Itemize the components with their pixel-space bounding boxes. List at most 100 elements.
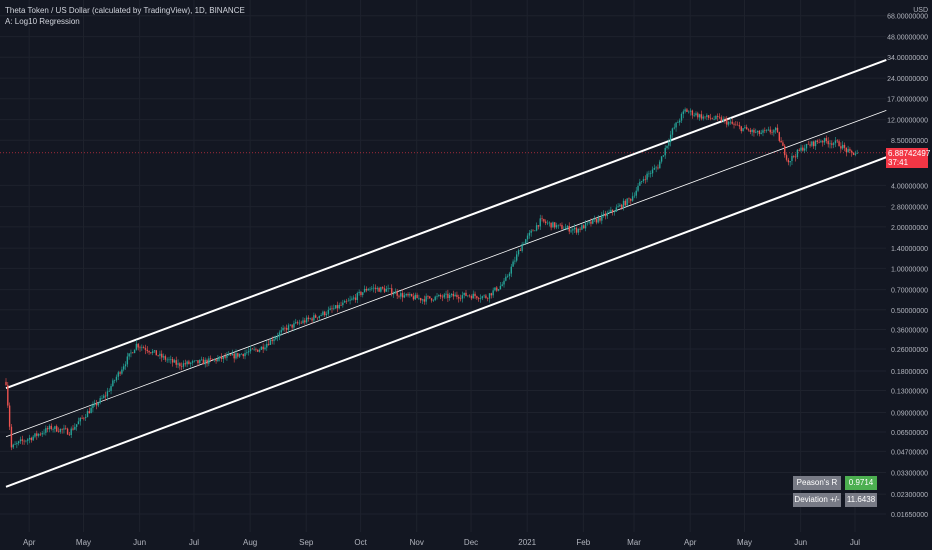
candle-body <box>626 198 628 206</box>
candle-body <box>291 324 293 328</box>
candle-body <box>747 129 750 131</box>
candle-body <box>570 230 572 232</box>
candle-body <box>778 132 780 141</box>
candle-body <box>311 318 313 321</box>
candle-body <box>548 222 550 224</box>
candle-body <box>204 359 206 365</box>
candle-body <box>124 364 127 367</box>
candle-body <box>159 353 161 356</box>
candle-body <box>209 358 212 360</box>
candle-body <box>563 229 565 230</box>
candle-body <box>554 222 556 228</box>
x-tick-label: May <box>76 538 91 547</box>
candle-body <box>400 293 402 297</box>
candle-body <box>338 304 340 309</box>
candle-body <box>23 440 25 442</box>
candle-body <box>713 118 715 120</box>
x-tick-label: Jun <box>133 538 146 547</box>
candle-body <box>751 129 753 132</box>
candle-body <box>510 266 512 274</box>
candle-body <box>166 359 168 361</box>
candle-body <box>487 298 489 299</box>
candle-body <box>316 317 319 319</box>
candle-body <box>575 227 578 233</box>
candle-body <box>579 228 581 230</box>
candle-body <box>146 349 148 352</box>
x-tick-label: 2021 <box>518 538 536 547</box>
candle-body <box>329 308 331 310</box>
candle-body <box>602 213 605 215</box>
candle-body <box>789 161 791 163</box>
candle-body <box>90 407 92 414</box>
candle-body <box>133 349 136 354</box>
candle-body <box>646 173 648 180</box>
candle-body <box>628 198 630 200</box>
candle-body <box>671 128 674 135</box>
candle-body <box>593 219 596 220</box>
candle-body <box>581 225 583 230</box>
candle-body <box>706 115 708 117</box>
candle-body <box>521 243 523 251</box>
candle-body <box>104 395 107 397</box>
candle-body <box>327 309 330 314</box>
candle-body <box>72 428 74 430</box>
candle-body <box>599 217 601 221</box>
y-tick-label: 8.50000000 <box>891 138 928 145</box>
candle-body <box>845 147 848 153</box>
candle-body <box>52 428 54 430</box>
candle-body <box>755 132 757 133</box>
candle-body <box>208 358 210 364</box>
candle-body <box>438 294 440 297</box>
candle-body <box>88 411 91 414</box>
upper-channel-line <box>5 58 887 390</box>
candle-body <box>803 148 806 151</box>
candle-body <box>800 147 802 151</box>
candle-body <box>463 292 465 296</box>
candle-body <box>10 426 13 448</box>
chart-grid <box>0 0 886 532</box>
candle-body <box>186 361 188 365</box>
candle-body <box>331 308 333 310</box>
candle-body <box>228 354 230 356</box>
candle-body <box>322 311 324 315</box>
candle-body <box>130 352 132 354</box>
candle-body <box>193 360 196 362</box>
candle-body <box>854 153 857 155</box>
candle-body <box>369 288 371 290</box>
candle-body <box>7 384 9 406</box>
candle-body <box>12 444 14 448</box>
candle-body <box>655 167 657 169</box>
candle-body <box>148 351 150 353</box>
candle-body <box>537 225 540 227</box>
candle-body <box>704 116 706 118</box>
candle-body <box>653 168 656 170</box>
y-tick-label: 2.00000000 <box>891 225 928 232</box>
candle-body <box>448 295 451 299</box>
y-tick-label: 1.40000000 <box>891 246 928 253</box>
candle-body <box>253 349 255 350</box>
candle-body <box>650 173 652 174</box>
candle-body <box>300 322 302 324</box>
candle-body <box>164 356 167 360</box>
candle-body <box>45 428 47 433</box>
candle-body <box>664 147 666 156</box>
candle-body <box>490 293 493 296</box>
candle-body <box>171 359 174 363</box>
chart-legend: Theta Token / US Dollar (calculated by T… <box>5 5 245 27</box>
candle-body <box>371 288 373 289</box>
candle-body <box>170 359 172 360</box>
deviation-value: 11.6438 <box>845 493 877 507</box>
candle-body <box>258 349 261 352</box>
candle-body <box>530 230 532 233</box>
candle-body <box>838 141 840 147</box>
candle-body <box>242 353 244 357</box>
candle-body <box>5 381 7 385</box>
candle-body <box>856 152 858 154</box>
candle-body <box>304 320 306 323</box>
candle-body <box>640 181 643 182</box>
candle-body <box>852 152 855 155</box>
candle-body <box>278 332 281 337</box>
x-tick-label: Apr <box>23 538 36 547</box>
candle-body <box>635 190 637 196</box>
